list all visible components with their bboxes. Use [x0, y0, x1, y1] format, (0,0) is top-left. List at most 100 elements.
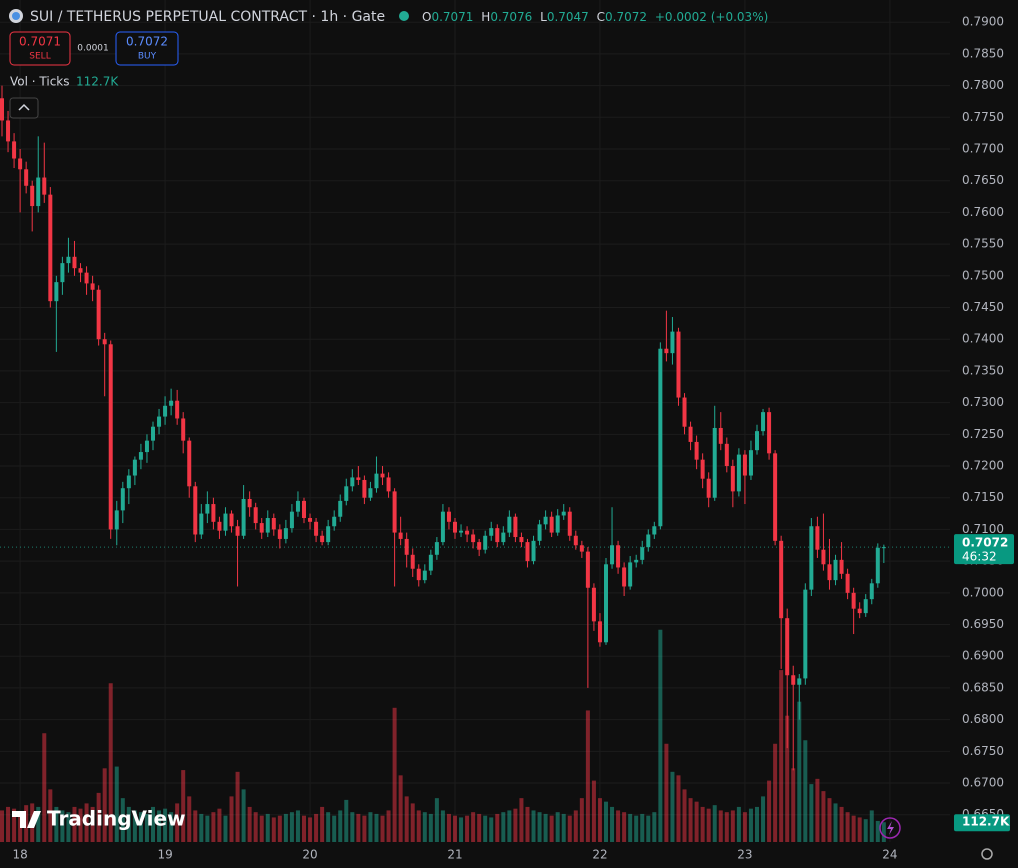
volume-bar [416, 810, 421, 842]
volume-bar [700, 806, 705, 842]
candle-body [706, 478, 711, 498]
volume-bar [833, 803, 838, 842]
candle-body [66, 256, 71, 264]
candle-body [320, 535, 325, 543]
volume-bar [483, 815, 488, 842]
candle-body [356, 477, 361, 480]
buy-button[interactable] [115, 31, 179, 66]
y-tick-label: 0.7700 [962, 141, 1004, 155]
volume-bar [622, 812, 627, 842]
volume-bar [718, 810, 723, 842]
price-label: 0.7072 [962, 536, 1008, 550]
volume-bar [338, 810, 343, 842]
volume-bar [477, 813, 482, 842]
candle-body [422, 570, 427, 581]
settings-icon[interactable] [981, 848, 993, 860]
candle-body [332, 516, 337, 527]
legend-key: C [597, 10, 605, 24]
candle-body [797, 678, 802, 685]
volume-bar [362, 815, 367, 842]
candle-body [761, 412, 766, 432]
volume-bar [6, 806, 11, 842]
candle-body [785, 618, 790, 676]
candle-body [350, 477, 355, 487]
volume-bar [555, 812, 560, 842]
volume-bar [815, 778, 820, 842]
volume-bar [591, 780, 596, 842]
volume-bar [773, 743, 778, 842]
candle-body [428, 554, 433, 571]
volume-bar [211, 812, 216, 842]
alert-bolt[interactable] [887, 821, 894, 835]
y-tick-label: 0.7800 [962, 78, 1004, 92]
header: SUI / TETHERUS PERPETUAL CONTRACT · 1h ·… [9, 9, 768, 119]
volume-bar [755, 806, 759, 842]
volume-bar [295, 810, 300, 842]
volume-bar [126, 806, 131, 842]
volume-bar [845, 812, 850, 842]
x-tick-label: 21 [447, 848, 462, 862]
volume-bar [706, 808, 711, 842]
volume-bar [489, 817, 494, 842]
volume-bar [169, 812, 174, 842]
volume-bar [283, 813, 288, 842]
candle-body [579, 545, 584, 552]
sell-button[interactable] [9, 31, 71, 66]
candle-body [736, 454, 741, 492]
candle-body [453, 521, 457, 533]
candle-body [374, 473, 379, 489]
candle-body [362, 479, 367, 498]
candle-body [616, 545, 621, 568]
candle-body [875, 547, 880, 584]
candle-body [24, 169, 29, 186]
candle-body [144, 440, 149, 453]
volume-bar [247, 806, 252, 842]
volume-bar [851, 815, 856, 842]
volume-bar [66, 812, 71, 842]
volume-bar [157, 810, 162, 842]
candle-body [767, 412, 772, 454]
volume-bar [440, 810, 445, 842]
sell-label[interactable]: SELL [29, 52, 50, 62]
candle-body [543, 516, 548, 525]
volume-bar [736, 806, 741, 842]
volume-bar [585, 710, 590, 842]
candle-body [314, 521, 319, 536]
volume-bar [271, 817, 276, 842]
candle-body [591, 587, 596, 622]
candle-body [507, 516, 512, 533]
volume-bar [229, 796, 234, 842]
volume-bar [742, 812, 747, 842]
legend-key: O [422, 10, 431, 24]
candle-body [561, 511, 566, 516]
candle-body [302, 500, 306, 519]
candle-body [839, 559, 844, 574]
collapse-button[interactable] [9, 97, 39, 119]
candle-body [694, 441, 699, 460]
alert-icon[interactable] [879, 817, 901, 839]
volume-bar [144, 813, 149, 842]
candle-body [271, 518, 276, 530]
y-tick-label: 0.6700 [962, 776, 1004, 790]
candle-body [845, 573, 850, 593]
collapse-icon[interactable] [18, 103, 30, 111]
volume-bar [90, 806, 95, 842]
volume-bar [507, 810, 512, 842]
buy-price[interactable]: 0.7072 [126, 35, 168, 49]
sell-price[interactable]: 0.7071 [19, 35, 61, 49]
candle-body [531, 540, 536, 562]
volume-bar [72, 806, 77, 842]
candle-body [265, 518, 270, 533]
candle-body [640, 547, 645, 560]
volume-bar [84, 803, 89, 842]
y-tick-label: 0.7550 [962, 237, 1004, 251]
candle-body [471, 534, 476, 543]
volume-bar [724, 812, 729, 842]
candle-body [380, 473, 385, 478]
volume-bar [368, 812, 373, 842]
volume-bar [193, 810, 198, 842]
volume-bar [289, 812, 294, 842]
volume-bar [320, 806, 325, 842]
candle-body [392, 491, 397, 533]
buy-label[interactable]: BUY [138, 52, 157, 62]
